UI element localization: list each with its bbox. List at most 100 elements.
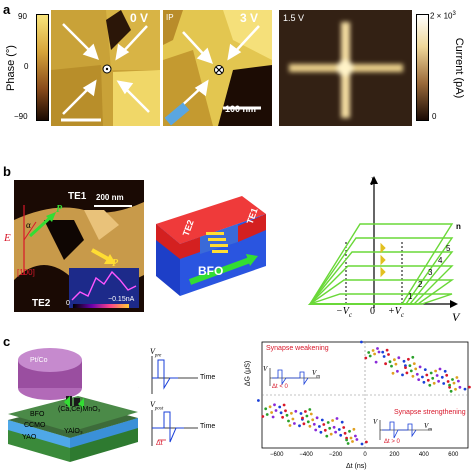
inset-scale-value: −0.15nA xyxy=(108,296,135,303)
data-point xyxy=(268,405,272,409)
data-point xyxy=(449,389,453,393)
micrograph-te1: TE1 xyxy=(68,191,87,202)
data-point xyxy=(367,351,371,354)
data-point xyxy=(360,442,364,446)
data-point xyxy=(257,399,260,402)
data-point xyxy=(278,405,282,409)
data-point xyxy=(448,385,451,389)
vpre-label: Vpre xyxy=(150,347,162,359)
data-point xyxy=(293,422,296,425)
pulse-schemes xyxy=(138,356,198,446)
current-map-image xyxy=(279,10,412,126)
data-point xyxy=(352,427,356,431)
data-point xyxy=(309,412,313,416)
data-point xyxy=(314,428,318,432)
data-point xyxy=(390,364,393,368)
data-point xyxy=(421,375,424,379)
data-point xyxy=(284,409,287,413)
loop-label: 2 xyxy=(418,280,423,289)
data-point xyxy=(457,379,460,383)
data-point xyxy=(326,421,330,424)
x-tick-label: 0 xyxy=(363,452,367,458)
loop-label: 4 xyxy=(438,256,443,265)
polarization-label-2: P xyxy=(112,258,119,269)
data-point xyxy=(423,368,427,371)
data-point xyxy=(264,407,268,411)
data-point xyxy=(301,416,304,420)
x-tick-label: −200 xyxy=(329,452,343,458)
image-2-tag: IP xyxy=(166,13,174,22)
phase-min-label: −90 xyxy=(14,112,28,121)
x-tick-label: −600 xyxy=(270,452,284,458)
data-point xyxy=(435,374,439,377)
x-tick-label: 200 xyxy=(389,452,400,458)
time-label-2: Time xyxy=(200,423,216,430)
stack-top-label: Pt/Co xyxy=(30,357,48,364)
data-point xyxy=(306,420,310,424)
pulse-dt-label: Δt xyxy=(156,440,163,447)
data-point xyxy=(376,347,379,350)
data-point xyxy=(440,375,444,379)
data-point xyxy=(401,373,404,377)
phase-axis-label: Phase (°) xyxy=(5,45,17,91)
data-point xyxy=(311,418,315,422)
data-point xyxy=(426,378,430,382)
data-point xyxy=(425,373,429,377)
device-schematic xyxy=(156,196,266,296)
current-max-label: 2 × 103 xyxy=(430,11,456,21)
image-1-voltage: 0 V xyxy=(130,11,149,25)
data-point xyxy=(345,438,348,442)
data-point xyxy=(291,417,295,421)
vpost-label: Vpost xyxy=(150,400,164,412)
image-2-scalebar-label: 100 nm xyxy=(225,104,257,114)
loop-label: 5 xyxy=(446,244,451,253)
layer-stack-schematic xyxy=(8,348,138,462)
weakening-label: Synapse weakening xyxy=(266,345,329,352)
inset1-dt: Δt < 0 xyxy=(272,384,288,390)
data-point xyxy=(388,360,392,364)
data-point xyxy=(351,440,354,443)
data-point xyxy=(332,425,336,429)
data-point xyxy=(265,413,269,416)
data-point xyxy=(290,411,293,415)
data-point xyxy=(325,434,329,438)
data-point xyxy=(458,385,462,389)
data-point xyxy=(412,362,416,365)
data-point xyxy=(445,373,449,377)
data-point xyxy=(411,374,415,378)
data-point xyxy=(381,350,385,354)
stdp-plot: −600 −400 −200 0 200 400 600 xyxy=(257,340,471,458)
data-point xyxy=(273,403,276,407)
data-point xyxy=(281,415,284,419)
data-point xyxy=(437,379,440,383)
data-point xyxy=(339,433,343,437)
data-point xyxy=(438,367,442,371)
data-point xyxy=(396,369,399,373)
current-colorbar xyxy=(416,14,429,121)
data-point xyxy=(355,438,359,441)
stack-ccmo-formula: (Ca,Ce)MnO₃ xyxy=(58,406,101,413)
loop-label: n xyxy=(456,222,461,231)
data-point xyxy=(404,366,407,369)
data-point xyxy=(328,426,332,430)
data-point xyxy=(463,387,467,391)
iv-xlabel: V xyxy=(452,310,460,324)
data-point xyxy=(448,383,451,387)
image-3-voltage: 1.5 V xyxy=(283,13,305,23)
loop-label: 3 xyxy=(428,268,433,277)
iv-loops-plot xyxy=(307,176,458,308)
data-point xyxy=(348,429,351,433)
data-point xyxy=(364,356,368,360)
data-point xyxy=(315,416,319,420)
data-point xyxy=(329,432,333,436)
data-point xyxy=(368,354,372,358)
inset2-v: V xyxy=(373,418,378,426)
data-point xyxy=(261,415,265,418)
data-point xyxy=(422,380,426,384)
data-point xyxy=(415,372,419,376)
data-point xyxy=(387,353,390,356)
iv-ylabel: I xyxy=(370,174,374,188)
data-point xyxy=(298,424,301,428)
data-point xyxy=(287,419,290,423)
stdp-ylabel: ΔG (μS) xyxy=(244,360,252,387)
